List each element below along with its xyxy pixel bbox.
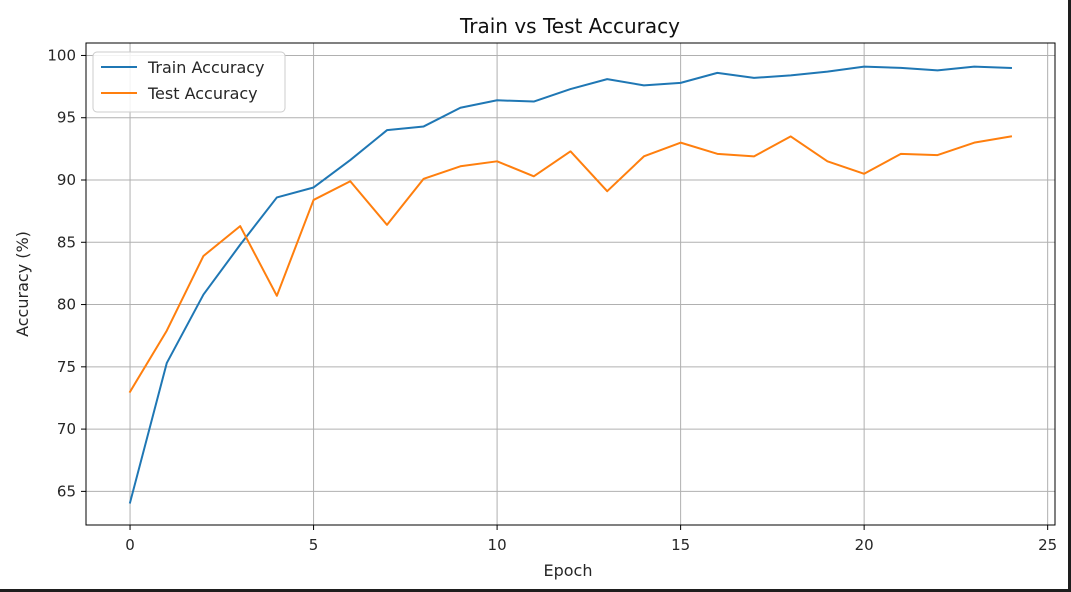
legend: Train Accuracy Test Accuracy [92,51,286,113]
legend-label-train: Train Accuracy [147,58,265,77]
series-lines [128,65,1013,504]
x-axis-label: Epoch [544,561,593,580]
series-line-train-accuracy [128,65,1012,504]
grid-lines [86,43,1055,525]
plot-frame [85,42,1056,526]
y-tick-label: 80 [57,296,76,314]
legend-label-test: Test Accuracy [147,84,258,103]
legend-box [92,51,286,113]
x-tick-label: 25 [1038,536,1057,554]
axis-ticks: 0 5 10 15 20 25 65 70 75 80 85 90 95 100 [47,46,1057,554]
y-tick-label: 85 [57,233,76,251]
x-tick-label: 10 [488,536,507,554]
series-line-test-accuracy [128,135,1013,394]
chart-title: Train vs Test Accuracy [459,14,680,38]
x-tick-label: 15 [671,536,690,554]
y-tick-label: 70 [57,420,76,438]
y-tick-label: 90 [57,171,76,189]
y-tick-label: 65 [57,482,76,500]
y-tick-label: 95 [57,109,76,127]
y-axis-label: Accuracy (%) [13,231,32,337]
y-tick-label: 100 [47,46,76,64]
x-tick-label: 5 [309,536,319,554]
x-tick-label: 0 [125,536,135,554]
y-tick-label: 75 [57,358,76,376]
x-tick-label: 20 [855,536,874,554]
